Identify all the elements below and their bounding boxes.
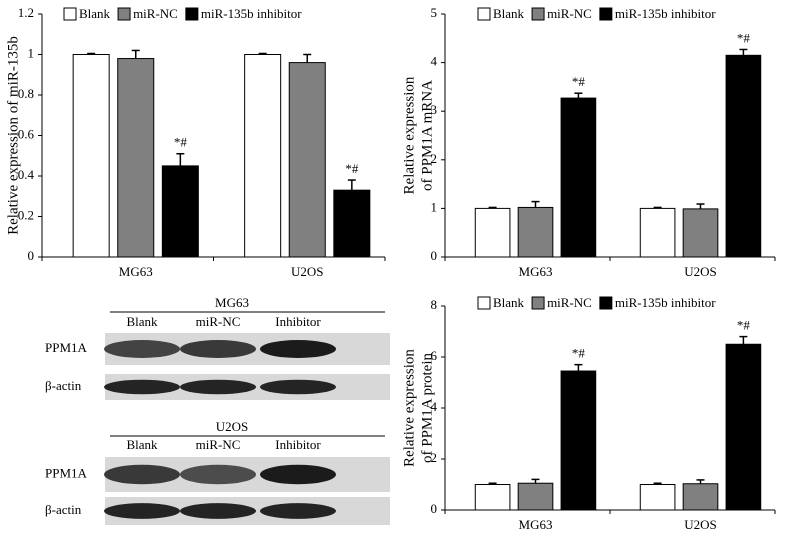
blot-column-label: Blank: [126, 437, 158, 452]
y-axis-label: of PPM1A protein: [419, 352, 435, 463]
legend-label: miR-135b inhibitor: [615, 295, 716, 310]
y-tick-label: 0.2: [18, 207, 34, 222]
y-tick-label: 0.4: [18, 167, 35, 182]
bar: [474, 484, 511, 511]
bar: [474, 207, 511, 258]
y-tick-label: 0: [431, 248, 438, 263]
y-tick-label: 1.2: [18, 5, 34, 20]
blot-band: [180, 464, 256, 485]
legend-label: miR-NC: [547, 6, 592, 21]
blot-band: [260, 464, 336, 485]
legend-label: Blank: [493, 295, 525, 310]
legend-swatch: [117, 7, 131, 21]
blot-band: [180, 503, 256, 519]
legend-swatch: [185, 7, 199, 21]
blot-column-label: miR-NC: [196, 314, 241, 329]
y-tick-label: 4: [431, 54, 438, 69]
x-tick-label: MG63: [119, 264, 153, 279]
annotation: *#: [572, 74, 586, 89]
y-tick-label: 0: [28, 248, 35, 263]
x-tick-label: MG63: [519, 264, 553, 279]
blot-title: U2OS: [216, 419, 249, 434]
legend-swatch: [531, 7, 545, 21]
blot-row-label: PPM1A: [45, 340, 88, 355]
blot-band: [104, 464, 180, 485]
legend-swatch: [477, 7, 491, 21]
y-tick-label: 1: [28, 45, 35, 60]
bar: [244, 54, 282, 258]
legend-swatch: [599, 7, 613, 21]
legend-swatch: [63, 7, 77, 21]
blot-row-label: PPM1A: [45, 465, 88, 480]
legend-swatch: [599, 296, 613, 310]
x-tick-label: U2OS: [291, 264, 324, 279]
blot-band: [180, 379, 256, 395]
y-axis-label: Relative expression: [401, 76, 417, 194]
blot-band: [260, 340, 336, 358]
y-tick-label: 3: [431, 102, 438, 117]
y-tick-label: 4: [431, 399, 438, 414]
annotation: *#: [174, 135, 188, 150]
blot-band: [104, 503, 180, 519]
bar: [639, 207, 676, 258]
y-tick-label: 8: [431, 297, 438, 312]
y-axis-label: Relative expression: [401, 349, 417, 467]
legend-label: miR-NC: [547, 295, 592, 310]
blot-row-label: β-actin: [45, 502, 82, 517]
bar: [725, 343, 762, 511]
legend-label: miR-135b inhibitor: [615, 6, 716, 21]
y-tick-label: 2: [431, 151, 438, 166]
legend-swatch: [477, 296, 491, 310]
legend-swatch: [531, 296, 545, 310]
blot-band: [104, 379, 180, 395]
bar: [639, 484, 676, 511]
y-tick-label: 0.6: [18, 126, 35, 141]
y-axis-label: Relative expression of miR-135b: [5, 36, 21, 235]
legend-label: Blank: [493, 6, 525, 21]
legend-label: miR-NC: [133, 6, 178, 21]
y-tick-label: 0: [431, 501, 438, 516]
blot-column-label: Inhibitor: [275, 314, 321, 329]
bar: [117, 58, 155, 258]
y-tick-label: 2: [431, 450, 438, 465]
y-tick-label: 5: [431, 5, 438, 20]
x-tick-label: U2OS: [684, 264, 717, 279]
y-tick-label: 1: [431, 199, 438, 214]
x-tick-label: MG63: [519, 517, 553, 532]
y-axis-label: of PPM1A mRNA: [419, 80, 435, 191]
y-tick-label: 0.8: [18, 86, 34, 101]
bar: [560, 97, 597, 258]
legend-label: miR-135b inhibitor: [201, 6, 302, 21]
blot-column-label: Blank: [126, 314, 158, 329]
bar: [682, 208, 719, 258]
blot-band: [104, 340, 180, 358]
blot-column-label: miR-NC: [196, 437, 241, 452]
bar: [517, 482, 554, 511]
blot-band: [260, 379, 336, 395]
bar: [560, 370, 597, 511]
bar: [682, 483, 719, 511]
bar: [288, 62, 326, 258]
blot-column-label: Inhibitor: [275, 437, 321, 452]
bar: [161, 165, 199, 258]
blot-band: [260, 503, 336, 519]
bar: [72, 54, 110, 258]
bar: [517, 206, 554, 258]
blot-band: [180, 340, 256, 358]
blot-title: MG63: [215, 295, 249, 310]
annotation: *#: [737, 30, 751, 45]
y-tick-label: 6: [431, 348, 438, 363]
bar: [725, 54, 762, 258]
bar: [333, 189, 371, 258]
legend-label: Blank: [79, 6, 111, 21]
annotation: *#: [572, 346, 586, 361]
blot-row-label: β-actin: [45, 378, 82, 393]
annotation: *#: [345, 161, 359, 176]
annotation: *#: [737, 318, 751, 333]
x-tick-label: U2OS: [684, 517, 717, 532]
